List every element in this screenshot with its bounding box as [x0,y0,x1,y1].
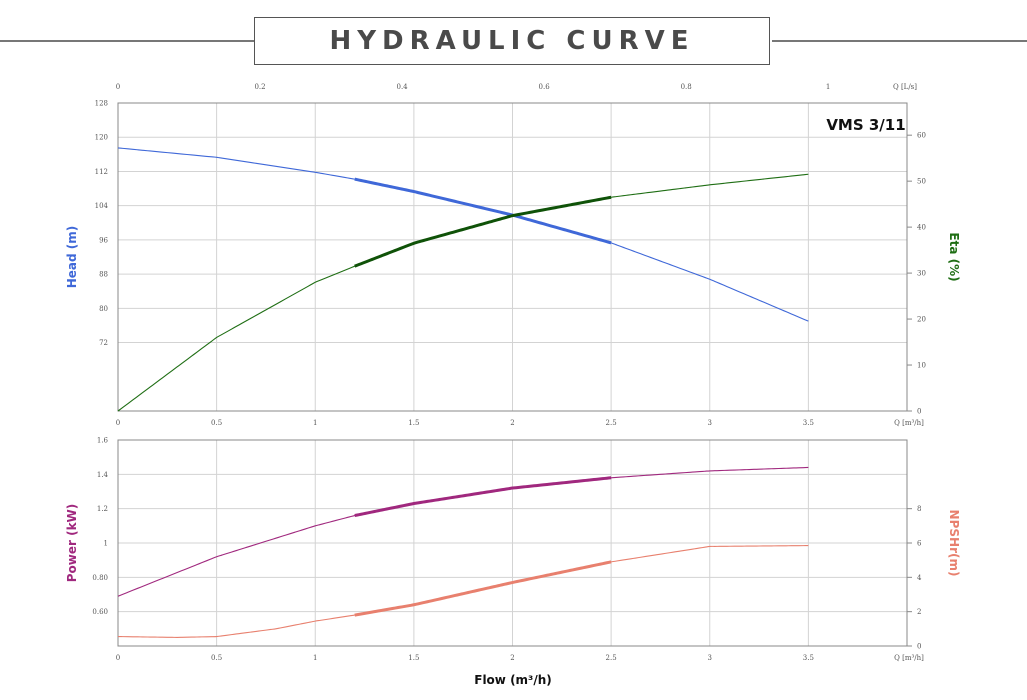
plot-frame [117,439,908,647]
right-tick-label: 60 [917,132,926,140]
head-curve [117,147,809,322]
x-tick-label: 2 [510,654,514,662]
x-tick-label: 2 [510,419,514,427]
power-npsh-chart: 0 0.5 1 1.5 2 2.5 3 3.5 0.60 0.80 1 1.2 1.4 1.6 0 2 4 6 8 Q… [65,437,961,663]
title-box: HYDRAULIC CURVE [254,17,770,65]
x-tick-label: 2.5 [606,419,617,427]
right-tick-label: 0 [917,643,921,651]
right-tick-label: 50 [917,178,926,186]
left-tick-label: 112 [95,168,108,176]
title-rule-left [0,40,254,42]
left-tick-label: 0.60 [92,608,108,616]
flow-axis-title: Flow (m³/h) [474,673,551,687]
left-tick-label: 104 [95,202,109,210]
right-axis-title: Eta (%) [947,232,961,281]
right-tick-label: 6 [917,540,922,548]
left-tick-label: 0.80 [92,574,108,582]
npshr-curve [117,545,809,638]
page-title: HYDRAULIC CURVE [329,26,695,56]
left-tick-label: 120 [95,134,108,142]
x-tick-label: 0 [116,654,120,662]
right-tick-label: 10 [917,362,926,370]
title-rule-right [772,40,1027,42]
head-eta-chart: 0 0.5 1 1.5 2 2.5 3 3.5728088961041121201280102… [65,83,961,427]
right-tick-label: 40 [917,224,926,232]
right-tick-label: 2 [917,608,921,616]
left-tick-label: 96 [99,236,108,244]
x-tick-label: 2.5 [606,654,617,662]
x-tick-label: 1 [313,654,317,662]
left-tick-label: 1.2 [97,505,108,513]
x-tick-label: 3 [708,419,712,427]
npshr-operating-range [354,560,612,617]
left-tick-label: 72 [99,339,108,347]
top-axis-unit-label: Q [L/s] [893,83,917,91]
left-tick-label: 1 [104,540,108,548]
x-tick-label: 1.5 [408,419,419,427]
x-tick-label: 0.5 [211,419,222,427]
x-tick-label: 3.5 [803,654,814,662]
eta-curve [117,173,809,412]
left-tick-label: 1.4 [97,471,109,479]
x-tick-label: 3 [708,654,712,662]
model-label: VMS 3/11 [826,116,905,134]
right-tick-label: 30 [917,270,926,278]
right-tick-label: 4 [917,574,922,582]
plot-frame [117,102,908,412]
right-tick-label: 20 [917,316,926,324]
right-axis-title: NPSHr(m) [947,510,961,577]
top-tick-label: 0.4 [396,83,408,91]
top-tick-label: 0.2 [254,83,265,91]
head-operating-range [354,177,612,245]
left-tick-label: 80 [99,305,108,313]
power-operating-range [354,476,612,518]
x-tick-label: 1 [313,419,317,427]
x-axis-unit-label: Q [m³/h] [894,419,924,427]
left-tick-label: 88 [99,271,108,279]
right-tick-label: 8 [917,505,921,513]
left-tick-label: 1.6 [97,437,109,445]
left-tick-label: 128 [95,100,108,108]
x-tick-label: 0 [116,419,120,427]
x-tick-label: 3.5 [803,419,814,427]
left-axis-title: Head (m) [65,226,79,289]
top-tick-label: 1 [826,83,830,91]
top-tick-label: 0.8 [681,83,692,91]
eta-operating-range [354,195,612,268]
top-tick-label: 0 [116,83,120,91]
x-axis-unit-label: Q [m³/h] [894,654,924,662]
x-tick-label: 0.5 [211,654,222,662]
x-tick-label: 1.5 [408,654,419,662]
right-tick-label: 0 [917,408,921,416]
top-tick-label: 0.6 [539,83,551,91]
left-axis-title: Power (kW) [65,504,79,583]
